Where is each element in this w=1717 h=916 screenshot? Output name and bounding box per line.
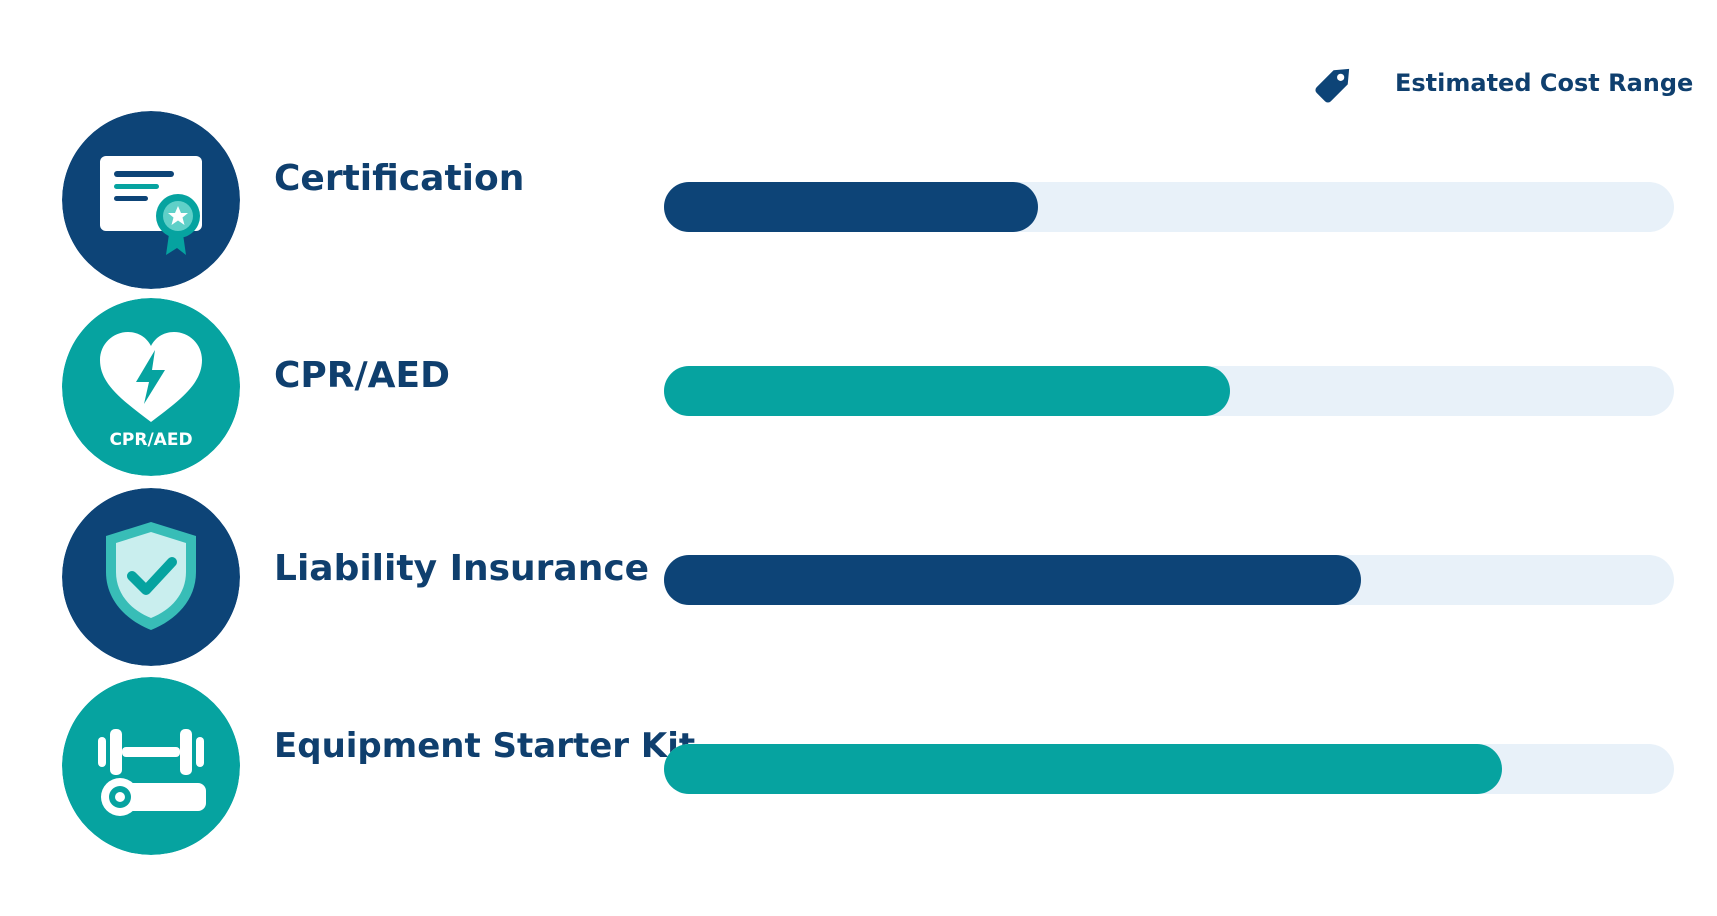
bar-track bbox=[664, 555, 1674, 605]
bar-track bbox=[664, 182, 1674, 232]
bar-row-cpr-aed: CPR/AED CPR/AED bbox=[0, 298, 1717, 478]
bar-fill-cpr-aed bbox=[664, 366, 1230, 416]
legend-label: Estimated Cost Range bbox=[1395, 69, 1694, 97]
bar-track bbox=[664, 366, 1674, 416]
price-tag-icon bbox=[1315, 68, 1350, 103]
bar-label: Certification bbox=[274, 158, 525, 199]
legend: Estimated Cost Range bbox=[1305, 55, 1693, 111]
shield-check-icon bbox=[62, 488, 240, 666]
bar-row-certification: Certification bbox=[0, 111, 1717, 291]
bar-row-equipment-starter-kit: Equipment Starter Kit bbox=[0, 677, 1717, 857]
cpr-aed-icon-text: CPR/AED bbox=[109, 430, 192, 450]
dumbbell-mat-icon bbox=[62, 677, 240, 855]
bar-label: Equipment Starter Kit bbox=[274, 726, 696, 766]
bar-label: CPR/AED bbox=[274, 355, 451, 396]
bar-row-liability-insurance: Liability Insurance bbox=[0, 488, 1717, 668]
bar-fill-liability-insurance bbox=[664, 555, 1361, 605]
bar-track bbox=[664, 744, 1674, 794]
heart-defibrillator-icon: CPR/AED bbox=[62, 298, 240, 476]
bar-fill-equipment-starter-kit bbox=[664, 744, 1502, 794]
certificate-icon bbox=[62, 111, 240, 289]
bar-label: Liability Insurance bbox=[274, 548, 650, 589]
bar-fill-certification bbox=[664, 182, 1038, 232]
